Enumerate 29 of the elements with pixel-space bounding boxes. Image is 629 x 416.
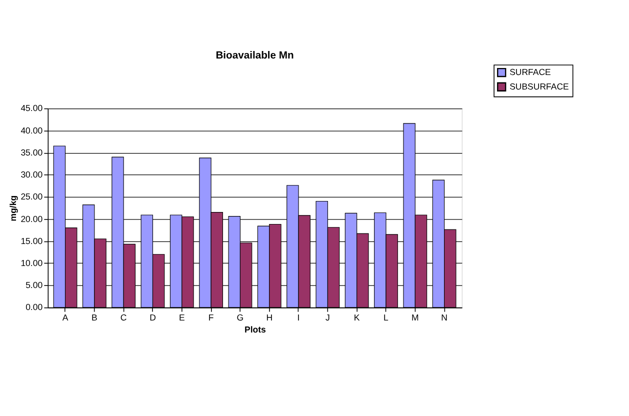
chart-title: Bioavailable Mn [216,50,294,62]
x-tick-label: J [325,312,330,323]
x-tick-label: A [62,312,68,323]
y-tick-label: 15.00 [20,236,43,246]
x-tick-label: D [150,312,156,323]
x-tick-label: F [208,312,214,323]
y-tick-label: 45.00 [20,103,43,114]
y-tick-label: 25.00 [20,192,43,202]
y-axis-title: mg/kg [8,195,18,222]
x-tick-label: G [236,312,244,323]
x-tick-label: C [120,312,127,323]
y-tick-label: 30.00 [20,170,43,180]
x-tick-label: L [384,312,389,323]
x-tick-label: M [412,312,419,323]
x-axis-title: Plots [244,324,266,335]
x-tick-label: B [92,312,98,323]
y-tick-label: 0.00 [26,302,43,312]
x-tick-label: K [354,312,360,323]
y-tick-label: 10.00 [20,258,43,268]
y-tick-label: 35.00 [20,147,43,158]
y-tick-label: 40.00 [20,125,43,136]
x-tick-label: I [297,312,300,323]
y-tick-label: 5.00 [26,280,43,290]
x-tick-label: N [441,312,448,323]
x-tick-label: E [178,312,185,323]
legend-label: SUBSURFACE [510,81,570,92]
x-tick-label: H [266,312,273,323]
legend-label: SURFACE [510,66,552,77]
y-tick-label: 20.00 [20,214,43,224]
